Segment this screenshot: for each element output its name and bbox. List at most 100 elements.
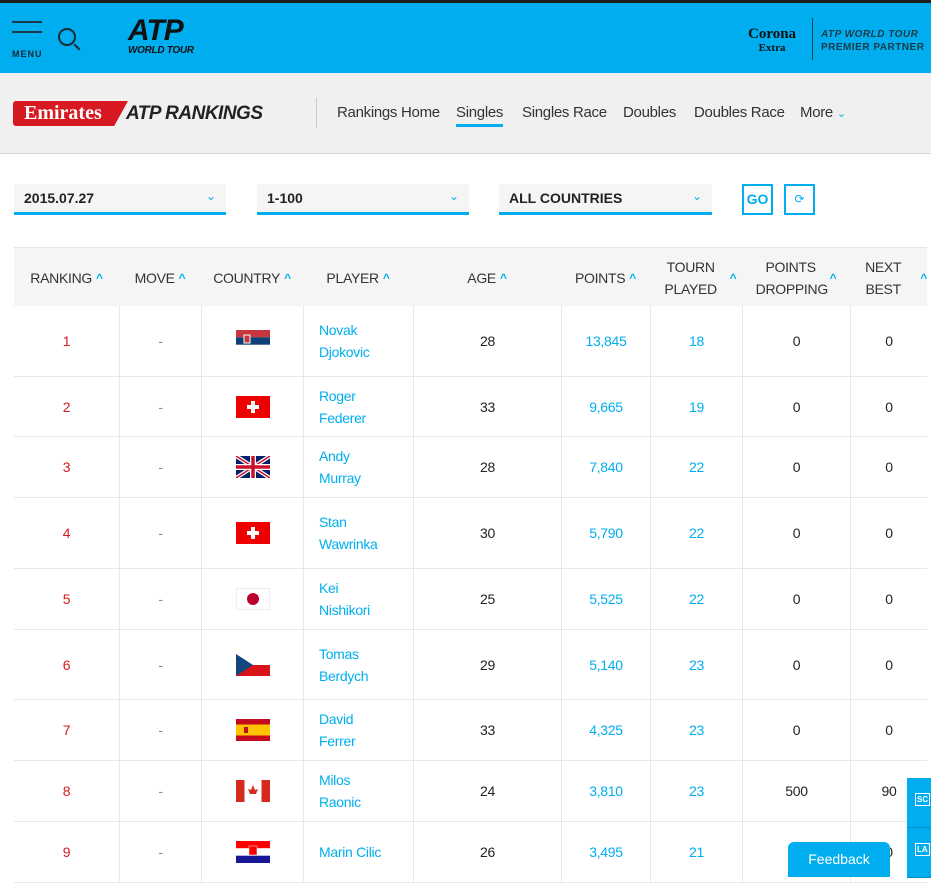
cell-rank: 4 [14, 498, 119, 568]
cell-move: - [119, 306, 201, 376]
points-value: 3,495 [589, 844, 623, 860]
cell-player[interactable]: Tomas Berdych [303, 630, 413, 699]
cell-player[interactable]: Marin Cilic [303, 822, 413, 882]
player-value: Andy Murray [319, 448, 361, 486]
cell-points[interactable]: 5,525 [561, 569, 650, 629]
player-value: Roger Federer [319, 387, 366, 426]
player-value: Stan Wawrinka [319, 514, 378, 552]
search-icon[interactable] [58, 28, 76, 46]
tourn-value: 21 [689, 844, 704, 860]
feedback-button[interactable]: Feedback [788, 842, 890, 877]
chevron-down-icon: ⌄ [205, 189, 216, 203]
column-header-move[interactable]: MOVE ^ [119, 248, 201, 307]
cell-player[interactable]: Stan Wawrinka [303, 498, 413, 568]
more-label: More [800, 104, 833, 121]
cell-tourn[interactable]: 23 [650, 700, 742, 760]
nav-doubles-race[interactable]: Doubles Race [694, 104, 785, 121]
cell-dropping: 0 [742, 498, 850, 568]
next-value: 0 [885, 722, 893, 738]
cell-tourn[interactable]: 22 [650, 569, 742, 629]
cell-player[interactable]: Novak Djokovic [303, 306, 413, 376]
column-label: RANKING [30, 269, 92, 286]
table-body: 1 - Novak Djokovic 28 13,845 18 0 0 2 - Roger Fede… [14, 306, 927, 883]
move-value: - [158, 459, 163, 475]
column-header-points-dropping[interactable]: POINTS DROPPING ^ [742, 248, 850, 307]
move-value: - [158, 844, 163, 860]
cell-tourn[interactable]: 18 [650, 306, 742, 376]
dropping-value: 0 [792, 591, 801, 607]
column-header-next-best[interactable]: NEXT BEST ^ [850, 248, 927, 307]
cell-tourn[interactable]: 22 [650, 498, 742, 568]
country-select[interactable]: ALL COUNTRIES ⌄ [499, 184, 712, 215]
cell-tourn[interactable]: 19 [650, 377, 742, 436]
column-header-age[interactable]: AGE ^ [413, 248, 561, 307]
cell-points[interactable]: 4,325 [561, 700, 650, 760]
nav-doubles[interactable]: Doubles [623, 104, 676, 121]
sort-asc-icon: ^ [829, 270, 837, 285]
cell-move: - [119, 498, 201, 568]
cell-player[interactable]: Milos Raonic [303, 761, 413, 821]
cell-player[interactable]: Andy Murray [303, 437, 413, 497]
cell-player[interactable]: Roger Federer [303, 377, 413, 436]
next-value: 0 [885, 656, 893, 673]
column-label: COUNTRY [213, 269, 281, 286]
column-header-tourn-played[interactable]: TOURN PLAYED ^ [650, 248, 742, 307]
country-flag [201, 437, 303, 497]
flag-sui-icon [235, 395, 270, 418]
corona-logo[interactable]: Corona Extra [748, 27, 796, 55]
rank-value: 1 [62, 333, 71, 349]
cell-tourn[interactable]: 22 [650, 437, 742, 497]
atp-logo[interactable]: ATP WORLD TOUR [128, 16, 194, 57]
column-label: PLAYER [326, 269, 379, 286]
cell-points[interactable]: 3,810 [561, 761, 650, 821]
menu-button[interactable]: MENU [12, 21, 44, 59]
cell-points[interactable]: 5,140 [561, 630, 650, 699]
cell-tourn[interactable]: 23 [650, 630, 742, 699]
side-tab-scores[interactable]: SC [907, 778, 931, 828]
nav-singles[interactable]: Singles [456, 104, 503, 127]
cell-points[interactable]: 3,495 [561, 822, 650, 882]
next-value: 90 [881, 783, 897, 799]
column-header-player[interactable]: PLAYER ^ [303, 248, 413, 307]
range-select[interactable]: 1-100 ⌄ [257, 184, 469, 215]
table-row: 7 - David Ferrer 33 4,325 23 0 0 [14, 700, 927, 761]
cell-points[interactable]: 7,840 [561, 437, 650, 497]
cell-dropping: 0 [742, 569, 850, 629]
country-flag [201, 630, 303, 699]
cell-move: - [119, 700, 201, 760]
nav-more[interactable]: More ⌄ [800, 104, 846, 121]
cell-tourn[interactable]: 21 [650, 822, 742, 882]
dropping-value: 0 [792, 722, 801, 738]
column-header-ranking[interactable]: RANKING ^ [14, 248, 119, 307]
reset-button[interactable]: ⟳ [784, 184, 815, 215]
tourn-value: 22 [689, 459, 704, 475]
column-header-points[interactable]: POINTS ^ [561, 248, 650, 307]
points-value: 3,810 [589, 783, 623, 799]
age-value: 28 [480, 333, 495, 349]
cell-next: 0 [850, 630, 927, 699]
cell-points[interactable]: 5,790 [561, 498, 650, 568]
nav-rankings-home[interactable]: Rankings Home [337, 104, 440, 121]
cell-age: 28 [413, 306, 561, 376]
cell-rank: 7 [14, 700, 119, 760]
age-value: 24 [480, 783, 495, 799]
side-tab-live[interactable]: LA [907, 828, 931, 878]
date-value: 2015.07.27 [24, 190, 95, 206]
cell-player[interactable]: Kei Nishikori [303, 569, 413, 629]
flag-cze-icon [235, 653, 270, 676]
cell-player[interactable]: David Ferrer [303, 700, 413, 760]
cell-points[interactable]: 13,845 [561, 306, 650, 376]
date-select[interactable]: 2015.07.27 ⌄ [14, 184, 226, 215]
go-button[interactable]: GO [742, 184, 773, 215]
sort-asc-icon: ^ [629, 270, 637, 285]
cell-move: - [119, 761, 201, 821]
cell-tourn[interactable]: 23 [650, 761, 742, 821]
cell-dropping: 0 [742, 437, 850, 497]
cell-rank: 2 [14, 377, 119, 436]
nav-singles-race[interactable]: Singles Race [522, 104, 607, 121]
tourn-value: 23 [689, 722, 704, 738]
cell-points[interactable]: 9,665 [561, 377, 650, 436]
dropping-value: 0 [792, 398, 801, 415]
table-row: 5 - Kei Nishikori 25 5,525 22 0 0 [14, 569, 927, 630]
column-header-country[interactable]: COUNTRY ^ [201, 248, 303, 307]
